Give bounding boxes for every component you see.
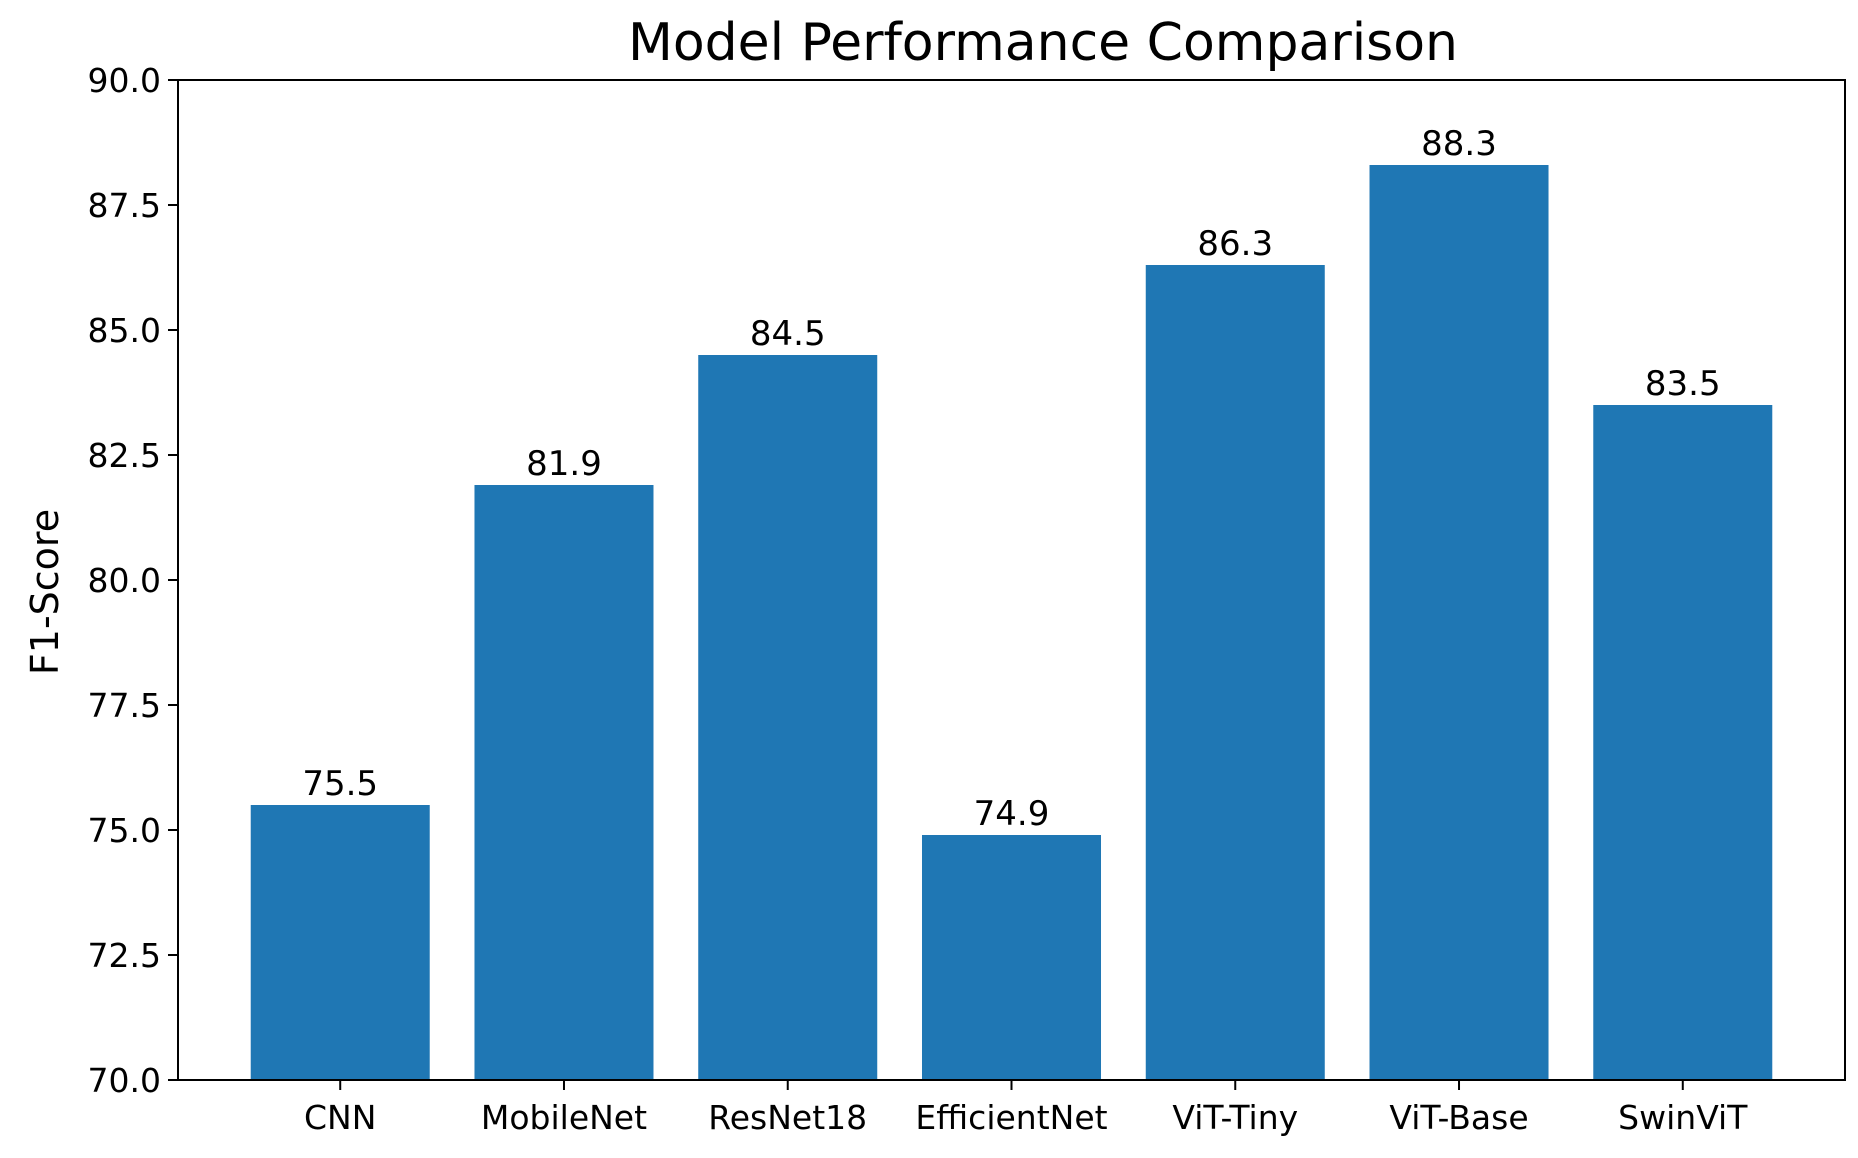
y-tick-label: 90.0 (88, 61, 161, 100)
y-tick-label: 72.5 (88, 936, 161, 975)
y-tick-label: 85.0 (88, 311, 161, 350)
x-axis: CNN MobileNet ResNet18 EfficientNet ViT-Tiny… (304, 1080, 1748, 1137)
data-label-vit-base: 88.3 (1421, 124, 1497, 164)
chart-title: Model Performance Comparison (628, 13, 1458, 73)
y-tick-label: 77.5 (88, 686, 161, 725)
bar-swinvit (1593, 405, 1773, 1080)
y-tick-label: 70.0 (88, 1061, 161, 1100)
y-tick-label: 87.5 (88, 186, 161, 225)
bar-vit-tiny (1145, 265, 1325, 1080)
plot-frame (177, 79, 1846, 1081)
x-tick-label-efficientnet: EfficientNet (915, 1098, 1107, 1137)
data-label-efficientnet: 74.9 (974, 794, 1050, 834)
y-tick-label: 82.5 (88, 436, 161, 475)
x-tick-label-mobilenet: MobileNet (481, 1098, 647, 1137)
data-labels-group: 75.5 81.9 84.5 74.9 86.3 88.3 83.5 (302, 124, 1720, 834)
bars-group (250, 165, 1773, 1080)
x-tick-label-resnet18: ResNet18 (708, 1098, 867, 1137)
x-tick-label-cnn: CNN (304, 1098, 376, 1137)
data-label-cnn: 75.5 (302, 764, 378, 804)
data-label-swinvit: 83.5 (1645, 364, 1721, 404)
data-label-mobilenet: 81.9 (526, 444, 602, 484)
y-axis-label: F1-Score (23, 509, 67, 675)
data-label-resnet18: 84.5 (750, 314, 826, 354)
bar-vit-base (1369, 165, 1549, 1080)
bar-resnet18 (698, 355, 878, 1080)
x-tick-label-vit-tiny: ViT-Tiny (1172, 1098, 1298, 1137)
x-tick-label-vit-base: ViT-Base (1389, 1098, 1528, 1137)
bar-mobilenet (474, 485, 654, 1080)
y-axis: 70.0 72.5 75.0 77.5 80.0 82.5 85.0 87.5 90.0 (88, 61, 178, 1100)
bar-efficientnet (921, 835, 1102, 1080)
bar-cnn (250, 805, 430, 1080)
y-tick-label: 75.0 (88, 811, 161, 850)
data-label-vit-tiny: 86.3 (1197, 224, 1273, 264)
y-tick-label: 80.0 (88, 561, 161, 600)
x-tick-label-swinvit: SwinViT (1618, 1098, 1748, 1137)
